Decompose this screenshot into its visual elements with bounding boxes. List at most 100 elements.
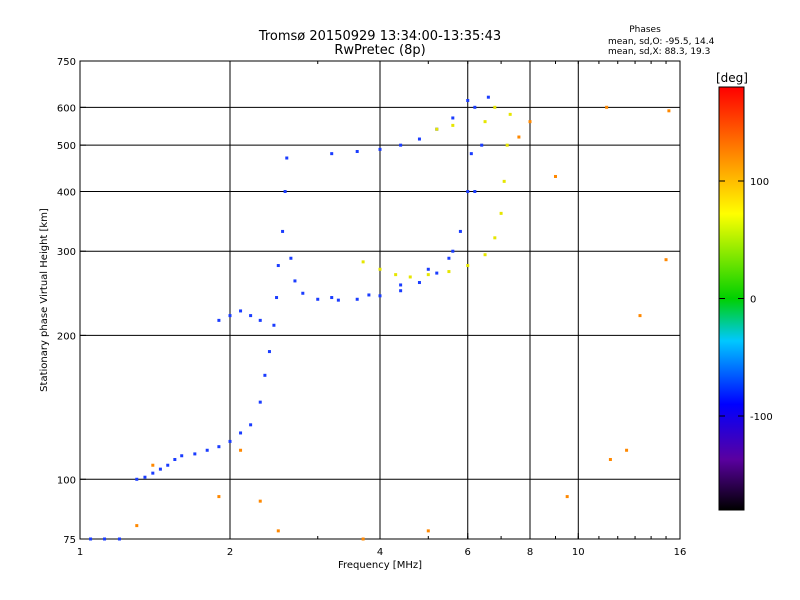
y-tick-label: 100: [57, 475, 76, 486]
data-point: [143, 475, 147, 479]
data-point: [89, 537, 93, 541]
data-point: [493, 236, 497, 240]
data-point: [336, 298, 340, 302]
data-point: [447, 270, 451, 274]
data-point: [289, 256, 293, 260]
data-points: [89, 95, 671, 541]
x-axis-label: Frequency [MHz]: [338, 560, 422, 571]
data-point: [316, 297, 320, 301]
x-tick-label: 1: [77, 547, 83, 558]
data-point: [117, 537, 121, 541]
colorbar-unit: [deg]: [716, 71, 748, 85]
phase-stats-o: mean, sd,O: -95.5, 14.4: [608, 37, 715, 47]
y-tick-label: 400: [57, 187, 76, 198]
y-tick-label: 500: [57, 141, 76, 152]
data-point: [239, 431, 243, 435]
data-point: [435, 271, 439, 275]
x-tick-label: 8: [527, 547, 533, 558]
data-point: [399, 283, 403, 287]
data-point: [473, 189, 477, 193]
data-point: [417, 281, 421, 285]
data-point: [451, 249, 455, 253]
x-tick-label: 16: [674, 547, 687, 558]
data-point: [173, 457, 177, 461]
data-point: [508, 112, 512, 116]
data-point: [239, 309, 243, 313]
data-point: [283, 189, 287, 193]
data-point: [301, 291, 305, 295]
data-point: [667, 109, 671, 113]
data-point: [399, 289, 403, 293]
data-point: [367, 293, 371, 297]
data-point: [281, 229, 285, 233]
data-point: [517, 135, 521, 139]
data-point: [638, 314, 642, 318]
data-point: [217, 318, 221, 322]
data-point: [166, 463, 170, 467]
phase-stats-heading: Phases: [629, 25, 661, 35]
data-point: [378, 294, 382, 298]
data-point: [263, 373, 267, 377]
data-point: [361, 260, 365, 264]
data-point: [258, 318, 262, 322]
gridlines: [80, 61, 680, 539]
data-point: [180, 454, 184, 458]
data-point: [330, 152, 334, 156]
y-tick-label: 300: [57, 247, 76, 258]
chart-subtitle: RwPretec (8p): [334, 43, 425, 58]
data-point: [435, 127, 439, 131]
x-tick-label: 2: [227, 547, 233, 558]
data-point: [293, 279, 297, 283]
data-point: [447, 256, 451, 260]
data-point: [330, 296, 334, 300]
colorbar-ticks: 100 0 -100: [719, 177, 773, 423]
x-tick-label: 10: [572, 547, 585, 558]
data-point: [408, 275, 412, 279]
data-point: [608, 457, 612, 461]
data-point: [228, 314, 232, 318]
data-point: [158, 467, 162, 471]
data-point: [499, 211, 503, 215]
colorbar-tick-label: 0: [750, 295, 756, 306]
data-point: [426, 267, 430, 271]
data-point: [135, 524, 139, 528]
x-tick-label: 6: [465, 547, 471, 558]
data-point: [417, 137, 421, 141]
data-point: [493, 105, 497, 109]
data-point: [426, 273, 430, 277]
data-point: [399, 143, 403, 147]
data-point: [486, 95, 490, 99]
data-point: [480, 143, 484, 147]
data-point: [378, 267, 382, 271]
data-point: [276, 529, 280, 533]
y-tick-label: 200: [57, 331, 76, 342]
data-point: [151, 471, 155, 475]
data-point: [361, 537, 365, 541]
colorbar-tick-label: -100: [750, 412, 773, 423]
axis-ticks: 1 2 4 6 8 10 16 75 100 200 300 400 500 600 750: [57, 57, 686, 558]
data-point: [505, 143, 509, 147]
data-point: [355, 297, 359, 301]
data-point: [249, 423, 253, 427]
data-point: [483, 120, 487, 124]
data-point: [466, 99, 470, 103]
data-point: [458, 229, 462, 233]
data-point: [528, 120, 532, 124]
data-point: [205, 448, 209, 452]
data-point: [258, 499, 262, 503]
data-point: [217, 495, 221, 499]
data-point: [394, 273, 398, 277]
x-tick-label: 4: [377, 547, 383, 558]
colorbar-tick-label: 100: [750, 177, 769, 188]
data-point: [103, 537, 107, 541]
data-point: [285, 156, 289, 160]
data-point: [664, 258, 668, 262]
data-point: [217, 445, 221, 449]
data-point: [272, 323, 276, 327]
data-point: [451, 123, 455, 127]
data-point: [249, 314, 253, 318]
data-point: [276, 264, 280, 268]
data-point: [473, 105, 477, 109]
data-point: [469, 152, 473, 156]
